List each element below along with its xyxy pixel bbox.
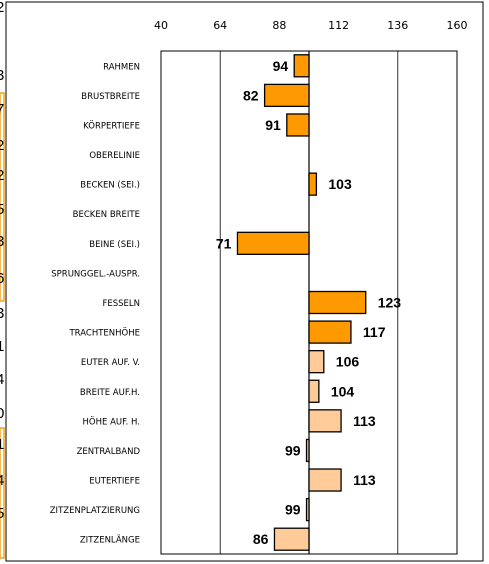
- edge-digit: 5: [0, 201, 4, 218]
- category-label: EUTERTIEFE: [89, 477, 140, 487]
- value-label: 106: [336, 354, 360, 370]
- value-label: 94: [273, 58, 289, 74]
- edge-frame: [0, 427, 5, 559]
- bar: [286, 113, 310, 137]
- x-tick-label: 136: [387, 19, 408, 32]
- category-label: RAHMEN: [103, 62, 140, 72]
- edge-digit: 2: [0, 137, 4, 154]
- category-label: BEINE (SEI.): [89, 240, 140, 250]
- bar: [308, 468, 342, 492]
- edge-digit: 3: [0, 233, 4, 250]
- value-label: 113: [353, 472, 376, 488]
- edge-digit: 7: [0, 101, 4, 118]
- edge-digit: 4: [0, 472, 4, 489]
- x-axis-ticks: 40 64 88 112 136 160: [154, 19, 468, 32]
- category-label: ZITZENLÄNGE: [80, 535, 140, 546]
- category-labels: RAHMEN BRUSTBREITE KÖRPERTIEFE OBERELINIE BE…: [50, 62, 141, 545]
- bar: [263, 83, 310, 108]
- value-label: 113: [353, 413, 376, 429]
- value-label: 117: [363, 324, 386, 340]
- x-tick-label: 160: [447, 19, 468, 32]
- edge-digit: 2: [0, 0, 4, 16]
- category-label: BRUSTBREITE: [81, 92, 140, 102]
- edge-digit: 0: [0, 405, 4, 422]
- bar: [308, 409, 342, 433]
- bar: [308, 172, 318, 196]
- edge-digit: 3: [0, 67, 4, 84]
- category-label: BECKEN BREITE: [73, 210, 140, 220]
- category-label: EUTER AUF. V.: [81, 358, 140, 368]
- category-label: FESSELN: [102, 299, 140, 309]
- edge-digit: 1: [0, 436, 4, 453]
- category-label: KÖRPERTIEFE: [83, 120, 140, 131]
- x-tick-label: 112: [328, 19, 349, 32]
- category-label: BECKEN (SEI.): [80, 181, 140, 191]
- edge-digit: 3: [0, 305, 4, 322]
- chart-outer-border: [5, 1, 484, 562]
- bar: [305, 438, 310, 463]
- left-edge-fragment: 2 3 7 2 2 5 3 6 3 1 4 0 1 4 5: [0, 0, 5, 559]
- category-label: TRACHTENHÖHE: [68, 328, 140, 339]
- category-label: OBERELINIE: [89, 151, 140, 161]
- bar: [305, 497, 310, 522]
- bar: [308, 379, 320, 403]
- value-label: 71: [216, 235, 232, 251]
- value-label: 103: [328, 176, 352, 192]
- bar: [308, 320, 352, 344]
- category-label: ZENTRALBAND: [77, 447, 141, 457]
- value-label: 123: [378, 295, 402, 311]
- bar: [273, 527, 310, 551]
- edge-digit: 5: [0, 505, 4, 522]
- value-label: 104: [331, 383, 355, 399]
- bar: [308, 350, 325, 374]
- x-tick-label: 64: [213, 19, 227, 32]
- value-label: 91: [265, 117, 281, 133]
- category-label: BREITE AUF.H.: [80, 388, 140, 398]
- x-tick-label: 88: [272, 19, 286, 32]
- category-label: SPRUNGGEL.-AUSPR.: [51, 269, 140, 279]
- value-label: 99: [285, 442, 301, 458]
- bar: [308, 290, 367, 315]
- edge-digit: 6: [0, 270, 4, 287]
- bar: [236, 231, 310, 255]
- category-label: ZITZENPLATZIERUNG: [50, 506, 140, 516]
- x-tick-label: 40: [154, 19, 168, 32]
- edge-digit: 2: [0, 167, 4, 184]
- value-label: 82: [243, 87, 259, 103]
- bar: [293, 54, 310, 78]
- edge-digit: 1: [0, 338, 4, 355]
- value-label: 99: [285, 502, 301, 518]
- edge-digit: 4: [0, 371, 4, 388]
- value-label: 86: [253, 531, 269, 547]
- edge-frame: [0, 92, 5, 302]
- bars: [236, 54, 367, 551]
- category-label: HÖHE AUF. H.: [83, 416, 140, 427]
